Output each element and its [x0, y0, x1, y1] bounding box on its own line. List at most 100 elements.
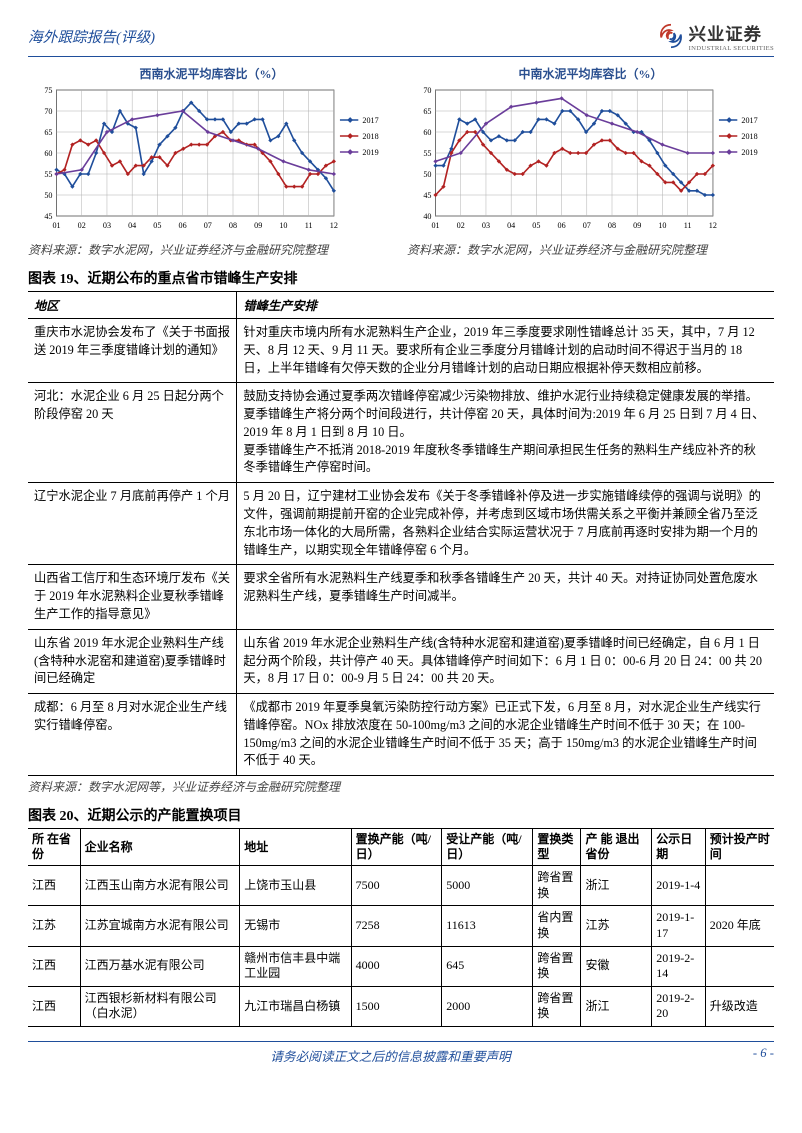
footer-disclaimer: 请务必阅读正文之后的信息披露和重要声明 [28, 1046, 753, 1065]
capacity-cell: 2020 年底 [705, 906, 774, 946]
capacity-cell: 安徽 [581, 946, 652, 986]
capacity-cell: 跨省置换 [533, 986, 581, 1026]
svg-text:60: 60 [44, 149, 52, 158]
capacity-cell: 升级改造 [705, 986, 774, 1026]
table19-title: 图表 19、近期公布的重点省市错峰生产安排 [28, 268, 774, 288]
capacity-col: 置换类型 [533, 829, 581, 866]
chart-southwest: 西南水泥平均库容比（%） 455055606570750102030405060… [28, 65, 395, 258]
capacity-cell: 江西玉山南方水泥有限公司 [80, 866, 240, 906]
capacity-col: 预计投产时间 [705, 829, 774, 866]
chart-source-right: 资料来源：数字水泥网，兴业证券经济与金融研究院整理 [407, 241, 774, 258]
capacity-cell: 江西银杉新材料有限公司（白水泥） [80, 986, 240, 1026]
svg-text:09: 09 [633, 221, 641, 230]
capacity-cell: 5000 [442, 866, 533, 906]
svg-text:70: 70 [44, 107, 52, 116]
capacity-cell: 江西 [28, 986, 80, 1026]
svg-text:2017: 2017 [741, 116, 757, 125]
svg-text:09: 09 [254, 221, 262, 230]
capacity-col: 受让产能（吨/日） [442, 829, 533, 866]
capacity-cell [705, 866, 774, 906]
chart-southcentral: 中南水泥平均库容比（%） 404550556065700102030405060… [407, 65, 774, 258]
capacity-cell: 2019-2-14 [652, 946, 706, 986]
capacity-col: 所 在省 份 [28, 829, 80, 866]
svg-text:10: 10 [658, 221, 666, 230]
page-header: 海外跟踪报告(评级) 兴业证券 INDUSTRIAL SECURITIES [28, 20, 774, 57]
svg-text:50: 50 [44, 191, 52, 200]
capacity-cell: 跨省置换 [533, 946, 581, 986]
capacity-cell: 江苏 [28, 906, 80, 946]
table20: 所 在省 份企业名称地址置换产能（吨/日）受让产能（吨/日）置换类型产 能 退出… [28, 828, 774, 1027]
plan-cell: 山东省 2019 年水泥企业熟料生产线(含特种水泥窑和建道窑)夏季错峰时间已经确… [237, 629, 774, 693]
svg-text:70: 70 [423, 86, 431, 95]
svg-text:10: 10 [279, 221, 287, 230]
capacity-cell: 上饶市玉山县 [240, 866, 351, 906]
svg-text:2019: 2019 [741, 148, 757, 157]
charts-row: 西南水泥平均库容比（%） 455055606570750102030405060… [28, 65, 774, 258]
capacity-col: 公示日期 [652, 829, 706, 866]
svg-text:65: 65 [423, 107, 431, 116]
plan-cell: 《成都市 2019 年夏季臭氧污染防控行动方案》已正式下发，6 月至 8 月，对… [237, 694, 774, 776]
capacity-cell: 2019-2-20 [652, 986, 706, 1026]
table19-source: 资料来源：数字水泥网等，兴业证券经济与金融研究院整理 [28, 778, 774, 795]
capacity-cell: 江苏宜城南方水泥有限公司 [80, 906, 240, 946]
svg-text:2018: 2018 [362, 132, 378, 141]
region-cell: 山东省 2019 年水泥企业熟料生产线(含特种水泥窑和建道窑)夏季错峰时间已经确… [28, 629, 237, 693]
chart-source-left: 资料来源：数字水泥网，兴业证券经济与金融研究院整理 [28, 241, 395, 258]
svg-text:11: 11 [305, 221, 313, 230]
capacity-cell: 4000 [351, 946, 442, 986]
svg-text:65: 65 [44, 128, 52, 137]
plan-cell: 鼓励支持协会通过夏季两次错峰停窑减少污染物排放、维护水泥行业持续稳定健康发展的举… [237, 383, 774, 483]
capacity-cell: 跨省置换 [533, 866, 581, 906]
svg-text:07: 07 [583, 221, 591, 230]
capacity-cell: 浙江 [581, 866, 652, 906]
region-cell: 河北：水泥企业 6 月 25 日起分两个阶段停窑 20 天 [28, 383, 237, 483]
region-cell: 辽宁水泥企业 7 月底前再停产 1 个月 [28, 483, 237, 565]
svg-text:05: 05 [532, 221, 540, 230]
capacity-col: 企业名称 [80, 829, 240, 866]
svg-text:03: 03 [103, 221, 111, 230]
region-cell: 成都：6 月至 8 月对水泥企业生产线实行错峰停窑。 [28, 694, 237, 776]
capacity-col: 地址 [240, 829, 351, 866]
svg-text:11: 11 [684, 221, 692, 230]
th-region: 地区 [28, 292, 237, 319]
capacity-cell: 1500 [351, 986, 442, 1026]
svg-text:03: 03 [482, 221, 490, 230]
svg-text:2017: 2017 [362, 116, 378, 125]
capacity-cell: 浙江 [581, 986, 652, 1026]
svg-text:07: 07 [204, 221, 212, 230]
region-cell: 山西省工信厅和生态环境厅发布《关于 2019 年水泥熟料企业夏秋季错峰生产工作的… [28, 565, 237, 629]
capacity-cell: 江西 [28, 946, 80, 986]
capacity-cell: 2000 [442, 986, 533, 1026]
footer-page: - 6 - [753, 1046, 774, 1065]
header-title: 海外跟踪报告(评级) [28, 26, 155, 47]
capacity-cell: 2019-1-4 [652, 866, 706, 906]
svg-text:2019: 2019 [362, 148, 378, 157]
capacity-cell: 7258 [351, 906, 442, 946]
chart-canvas-right: 4045505560657001020304050607080910111220… [407, 84, 774, 234]
logo-text-en: INDUSTRIAL SECURITIES [689, 45, 774, 52]
chart-title-left: 西南水泥平均库容比（%） [28, 65, 395, 82]
svg-text:01: 01 [431, 221, 439, 230]
plan-cell: 针对重庆市境内所有水泥熟料生产企业，2019 年三季度要求刚性错峰总计 35 天… [237, 319, 774, 383]
svg-text:01: 01 [52, 221, 60, 230]
plan-cell: 要求全省所有水泥熟料生产线夏季和秋季各错峰生产 20 天，共计 40 天。对持证… [237, 565, 774, 629]
capacity-col: 产 能 退出省份 [581, 829, 652, 866]
capacity-col: 置换产能（吨/日） [351, 829, 442, 866]
company-logo: 兴业证券 INDUSTRIAL SECURITIES [657, 20, 774, 52]
capacity-cell: 645 [442, 946, 533, 986]
svg-text:02: 02 [78, 221, 86, 230]
capacity-cell: 7500 [351, 866, 442, 906]
table20-title: 图表 20、近期公示的产能置换项目 [28, 805, 774, 825]
svg-text:08: 08 [608, 221, 616, 230]
svg-text:12: 12 [709, 221, 717, 230]
chart-canvas-left: 4550556065707501020304050607080910111220… [28, 84, 395, 234]
capacity-cell: 无锡市 [240, 906, 351, 946]
plan-cell: 5 月 20 日，辽宁建材工业协会发布《关于冬季错峰补停及进一步实施错峰续停的强… [237, 483, 774, 565]
svg-text:40: 40 [423, 212, 431, 221]
svg-text:06: 06 [179, 221, 187, 230]
svg-text:55: 55 [423, 149, 431, 158]
capacity-cell: 2019-1-17 [652, 906, 706, 946]
region-cell: 重庆市水泥协会发布了《关于书面报送 2019 年三季度错峰计划的通知》 [28, 319, 237, 383]
svg-text:50: 50 [423, 170, 431, 179]
svg-text:60: 60 [423, 128, 431, 137]
